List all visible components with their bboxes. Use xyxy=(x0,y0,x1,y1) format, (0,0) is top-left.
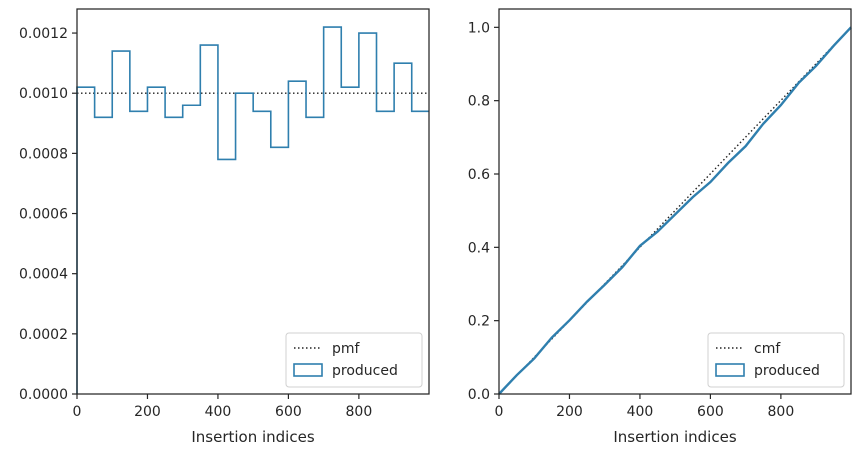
y-tick-label: 0.0002 xyxy=(19,327,68,343)
legend-label: produced xyxy=(754,363,820,379)
produced-cumulative-line xyxy=(498,26,852,395)
y-tick-label: 0.0008 xyxy=(19,146,68,162)
x-axis-label: Insertion indices xyxy=(191,428,314,446)
x-tick-label: 600 xyxy=(275,404,302,420)
x-tick-label: 600 xyxy=(697,404,724,420)
x-tick-label: 200 xyxy=(134,404,161,420)
y-tick-label: 0.0010 xyxy=(19,86,68,102)
plot-frame xyxy=(498,8,852,395)
y-tick-label: 0.0006 xyxy=(19,207,68,223)
legend-box xyxy=(707,332,845,388)
y-tick-label: 0.0004 xyxy=(19,267,68,283)
x-tick-label: 400 xyxy=(627,404,654,420)
x-tick-label: 800 xyxy=(768,404,795,420)
legend-swatch-produced xyxy=(715,363,745,377)
y-tick-label: 0.8 xyxy=(468,94,490,110)
pmf-histogram-panel: 0 200 400 600 800 0.0000 0.0002 0.0004 0.0006 0.0… xyxy=(19,8,430,446)
x-tick-label: 800 xyxy=(346,404,373,420)
produced-histogram-line xyxy=(76,26,430,394)
cmf-cumulative-panel: 0 200 400 600 800 0.0 0.2 0.4 0.6 0.8 1.0 Insertion… xyxy=(468,8,852,446)
plot-area xyxy=(499,9,851,394)
legend-label: produced xyxy=(332,363,398,379)
x-tick-label: 0 xyxy=(73,404,82,420)
plot-frame xyxy=(76,8,430,395)
y-tick-label: 0.0 xyxy=(468,387,490,403)
legend-box xyxy=(285,332,423,388)
y-tick-label: 1.0 xyxy=(468,20,490,36)
legend-label: pmf xyxy=(332,341,361,357)
legend-label: cmf xyxy=(754,341,781,357)
y-tick-label: 0.4 xyxy=(468,240,490,256)
x-tick-label: 200 xyxy=(556,404,583,420)
x-axis-label: Insertion indices xyxy=(613,428,736,446)
x-tick-label: 0 xyxy=(495,404,504,420)
legend: pmf produced xyxy=(285,332,423,388)
plot-area xyxy=(77,9,429,394)
y-tick-label: 0.0012 xyxy=(19,26,68,42)
y-tick-label: 0.2 xyxy=(468,314,490,330)
y-tick-label: 0.6 xyxy=(468,167,490,183)
legend: cmf produced xyxy=(707,332,845,388)
y-tick-label: 0.0000 xyxy=(19,387,68,403)
legend-swatch-produced xyxy=(293,363,323,377)
x-tick-label: 400 xyxy=(205,404,232,420)
